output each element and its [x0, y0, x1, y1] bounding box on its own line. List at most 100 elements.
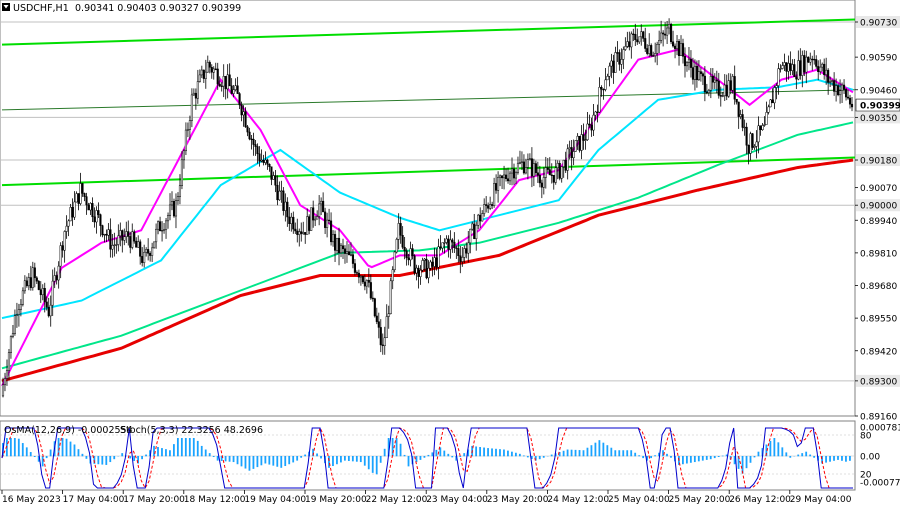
- candle-body: [401, 235, 404, 248]
- candle-body: [25, 280, 28, 287]
- osma-bar: [419, 456, 422, 460]
- candle-body: [592, 114, 595, 131]
- candle-body: [632, 33, 635, 35]
- candle-body: [286, 201, 289, 218]
- candle-body: [618, 52, 621, 65]
- candle-body: [61, 245, 64, 251]
- osma-bar: [809, 454, 812, 457]
- osma-bar: [371, 456, 374, 473]
- candle-body: [510, 168, 514, 174]
- candle-body: [250, 138, 253, 140]
- candle-body: [604, 79, 607, 90]
- osma-bar: [280, 456, 283, 468]
- candle-body: [172, 201, 176, 217]
- price-tick-label: 0.90000: [860, 202, 897, 212]
- osma-bar: [435, 449, 438, 457]
- osma-bar: [288, 456, 291, 465]
- candle-body: [367, 280, 370, 283]
- candle-body: [508, 172, 512, 182]
- candle-body: [129, 236, 132, 248]
- candle-body: [252, 138, 255, 145]
- candle-body: [522, 161, 525, 174]
- osma-bar: [550, 454, 553, 457]
- candle-body: [658, 40, 661, 45]
- candle-body: [749, 133, 752, 154]
- candle-body: [31, 267, 34, 288]
- candle-body: [501, 175, 504, 179]
- candle-body: [809, 58, 812, 63]
- candle-body: [835, 85, 838, 92]
- candle-body: [337, 237, 341, 254]
- osma-bar: [252, 456, 255, 469]
- candle-body: [345, 251, 349, 254]
- osma-bar: [17, 438, 20, 457]
- candle-body: [699, 71, 702, 74]
- candle-body: [387, 313, 390, 317]
- candle-body: [558, 163, 561, 179]
- osma-bar: [184, 438, 187, 457]
- osma-bar: [566, 449, 569, 457]
- candle-body: [79, 183, 82, 204]
- candle-body: [43, 288, 46, 303]
- time-tick-label: 29 May 04:00: [790, 495, 852, 505]
- candle-body: [409, 248, 412, 261]
- candle-body: [747, 144, 750, 154]
- candle-body: [381, 344, 384, 346]
- candle-body: [449, 239, 452, 250]
- osma-bar: [829, 456, 831, 462]
- osma-bar: [685, 456, 688, 464]
- candle-body: [39, 289, 42, 296]
- candle-body: [137, 241, 140, 248]
- candle-body: [176, 196, 180, 201]
- osma-bar: [526, 456, 529, 458]
- candle-body: [636, 39, 639, 43]
- candle-body: [123, 236, 126, 241]
- candle-body: [178, 185, 182, 197]
- candle-body: [628, 41, 631, 48]
- indicator-tick-label: 0.00: [860, 453, 880, 463]
- candle-body: [707, 90, 710, 94]
- candle-body: [63, 231, 66, 251]
- osma-bar: [825, 456, 827, 463]
- time-tick-label: 25 May 04:00: [608, 495, 670, 505]
- osma-bar: [586, 447, 589, 457]
- candle-body: [141, 256, 144, 263]
- candle-body: [576, 135, 579, 141]
- candle-body: [131, 231, 134, 248]
- candle-body: [506, 178, 510, 182]
- osma-bar: [9, 438, 12, 457]
- candle-body: [459, 255, 462, 262]
- candle-body: [296, 230, 299, 235]
- candle-body: [389, 280, 392, 314]
- osma-bar: [618, 450, 621, 457]
- candle-body: [483, 204, 486, 214]
- candle-body: [147, 249, 150, 254]
- osma-bar: [188, 438, 191, 457]
- candle-body: [377, 321, 380, 328]
- osma-bar: [304, 454, 307, 457]
- candle-body: [196, 81, 199, 99]
- candle-body: [825, 69, 828, 75]
- osma-bar: [192, 438, 195, 457]
- candle-body: [644, 38, 647, 49]
- candle-body: [27, 277, 30, 287]
- candle-body: [37, 280, 40, 290]
- candle-body: [33, 267, 36, 279]
- osma-bar: [200, 445, 203, 457]
- candle-body: [719, 95, 722, 97]
- osma-bar: [172, 444, 175, 457]
- osma-bar: [351, 456, 354, 462]
- osma-bar: [375, 456, 378, 475]
- candle-body: [582, 134, 585, 141]
- osma-bar: [670, 456, 672, 458]
- candle-body: [270, 166, 273, 180]
- candle-body: [228, 74, 231, 87]
- ohlc-label: 0.90341 0.90403 0.90327 0.90399: [75, 3, 241, 14]
- osma-bar: [781, 447, 784, 457]
- candle-body: [117, 235, 120, 245]
- ma-slow-line: [1, 121, 854, 370]
- candle-body: [586, 123, 589, 140]
- candle-body: [7, 352, 11, 371]
- candle-body: [341, 245, 345, 250]
